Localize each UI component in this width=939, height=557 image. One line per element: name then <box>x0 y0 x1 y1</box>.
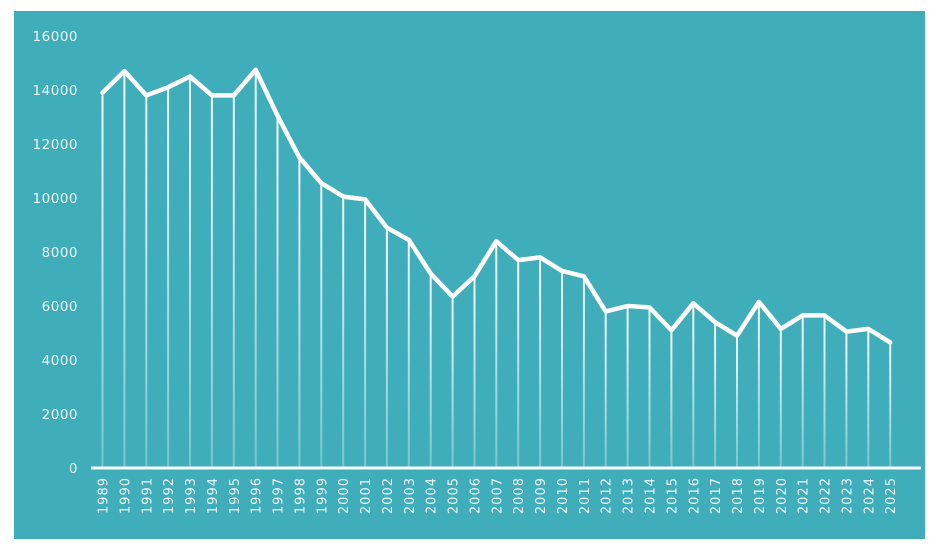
x-tick-label: 2022 <box>819 477 834 514</box>
drop-line <box>670 330 673 468</box>
drop-line <box>254 69 257 469</box>
y-tick-label: 12000 <box>33 137 78 153</box>
x-tick-label: 1990 <box>118 477 133 514</box>
drop-line <box>604 311 607 468</box>
x-tick-label: 2023 <box>840 477 855 514</box>
x-tick-label: 2008 <box>512 477 527 514</box>
drop-line <box>517 260 520 468</box>
x-tick-label: 2002 <box>381 477 396 514</box>
y-tick-label: 4000 <box>42 353 78 369</box>
y-tick-label: 14000 <box>33 83 78 99</box>
y-tick-label: 8000 <box>42 245 78 261</box>
drop-line <box>867 328 870 468</box>
x-tick-label: 2012 <box>600 477 615 514</box>
y-tick-label: 0 <box>69 461 78 477</box>
x-tick-label: 2005 <box>447 477 462 514</box>
x-tick-label: 2001 <box>359 477 374 514</box>
x-tick-label: 2006 <box>469 477 484 514</box>
drop-line <box>167 87 170 469</box>
x-tick-label: 1995 <box>228 477 243 514</box>
x-tick-label: 1992 <box>162 477 177 514</box>
drop-line <box>889 342 892 468</box>
x-tick-label: 2010 <box>556 477 571 514</box>
drop-line <box>714 322 717 468</box>
x-tick-label: 2020 <box>775 477 790 514</box>
x-tick-label: 1989 <box>97 477 112 514</box>
x-tick-label: 2000 <box>337 477 352 514</box>
drop-line <box>845 331 848 468</box>
x-tick-label: 2007 <box>490 477 505 514</box>
drop-line <box>801 315 804 468</box>
drop-line <box>757 301 760 468</box>
data-line <box>100 67 893 345</box>
drop-line <box>385 227 388 468</box>
x-tick-label: 2018 <box>731 477 746 514</box>
drop-line <box>626 306 629 468</box>
x-tick-label: 2003 <box>403 477 418 514</box>
x-tick-label: 2015 <box>665 477 680 514</box>
drop-line <box>342 196 345 468</box>
y-tick-label: 10000 <box>33 191 78 207</box>
drop-line <box>823 315 826 468</box>
x-tick-label: 1999 <box>315 477 330 514</box>
drop-line <box>473 276 476 468</box>
drop-line <box>561 270 563 468</box>
drop-line <box>429 273 432 468</box>
drop-line <box>495 241 498 468</box>
drop-line <box>364 199 367 468</box>
drop-line <box>582 276 585 468</box>
drop-line <box>539 257 542 468</box>
x-tick-label: 1996 <box>250 477 265 514</box>
line-chart: 0 2000 4000 6000 8000 10000 12000 14000 16000 198… <box>14 11 925 539</box>
x-tick-label: 2024 <box>862 477 877 514</box>
drop-line <box>101 92 104 468</box>
y-tick-label: 16000 <box>33 29 78 45</box>
x-tick-label: 2014 <box>644 477 659 514</box>
drop-line <box>779 328 782 468</box>
x-tick-label: 1997 <box>272 477 287 514</box>
x-tick-label: 2025 <box>884 477 899 514</box>
x-tick-label: 2017 <box>709 477 724 514</box>
y-tick-label: 6000 <box>42 299 78 315</box>
drop-line <box>320 183 323 468</box>
x-tick-label: 2004 <box>425 477 440 514</box>
drop-line <box>276 115 279 468</box>
drop-line <box>189 76 191 468</box>
x-tick-label: 2011 <box>578 477 593 514</box>
drop-line <box>123 71 126 468</box>
drop-line <box>298 157 301 468</box>
x-tick-label: 2009 <box>534 477 549 514</box>
x-tick-label: 1994 <box>206 477 221 514</box>
x-tick-label: 2016 <box>687 477 702 514</box>
x-tick-label: 1998 <box>293 477 308 514</box>
drop-line <box>692 303 695 468</box>
drop-line <box>736 335 738 468</box>
drop-line <box>210 95 213 469</box>
drop-line <box>648 307 651 468</box>
x-tick-label: 2013 <box>622 477 637 514</box>
drop-line <box>232 95 235 469</box>
x-tick-label: 1993 <box>184 477 199 514</box>
drop-line <box>451 296 454 468</box>
chart-background <box>14 11 925 539</box>
drop-line <box>407 239 410 468</box>
x-tick-label: 2021 <box>797 477 812 514</box>
x-tick-label: 2019 <box>753 477 768 514</box>
chart-panel: 0 2000 4000 6000 8000 10000 12000 14000 16000 198… <box>14 11 925 539</box>
drop-line <box>145 95 148 469</box>
x-tick-label: 1991 <box>140 477 155 514</box>
y-tick-label: 2000 <box>42 407 78 423</box>
